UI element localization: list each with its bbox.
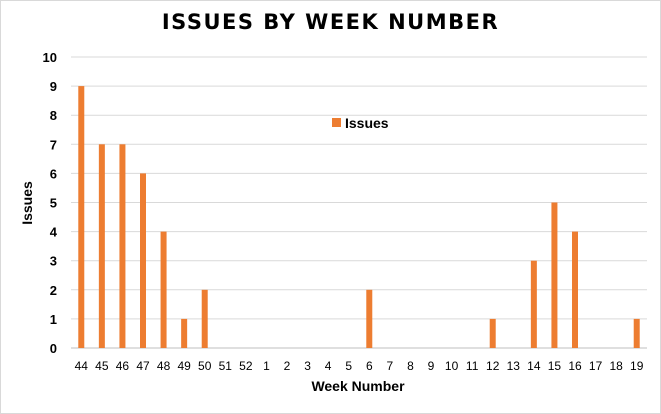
y-tick-label: 2 [50,283,57,298]
bar [98,144,105,348]
gridlines [71,56,647,349]
y-tick-label: 8 [50,108,57,123]
x-tick-label: 3 [304,359,311,373]
x-tick-label: 17 [589,359,603,373]
x-tick-label: 16 [568,359,582,373]
legend-label: Issues [345,115,389,131]
y-tick-label: 6 [50,166,57,181]
x-tick-label: 18 [609,359,623,373]
x-tick-label: 49 [177,359,191,373]
y-axis-label: Issues [19,181,35,225]
x-tick-label: 6 [366,359,373,373]
y-tick-labels: 0 1 2 3 4 5 6 7 8 9 10 [43,50,58,356]
x-tick-label: 8 [407,359,414,373]
bar [119,144,126,348]
x-tick-label: 15 [548,359,562,373]
y-tick-label: 5 [50,196,57,211]
bar [530,260,537,348]
y-tick-label: 7 [50,137,57,152]
bar [572,231,578,348]
bar [201,289,208,348]
x-tick-label: 46 [116,359,130,373]
bar [160,231,167,348]
x-tick-label: 4 [325,359,332,373]
bar [181,318,188,348]
x-tick-label: 9 [428,359,435,373]
y-tick-label: 1 [50,312,57,327]
legend-swatch [332,118,341,127]
x-tick-label: 19 [630,359,644,373]
y-tick-label: 9 [50,79,57,94]
bars [78,86,640,348]
x-tick-label: 52 [239,359,253,373]
x-tick-label: 2 [284,359,291,373]
x-tick-labels: 44 45 46 47 48 49 50 51 52 1 2 3 4 5 6 7 8 9 10 11 12 13 14 15 1… [75,359,644,373]
x-tick-label: 5 [345,359,352,373]
bar [551,202,558,348]
x-tick-label: 47 [136,359,150,373]
x-tick-label: 14 [527,359,541,373]
x-tick-label: 13 [507,359,521,373]
x-tick-label: 45 [95,359,109,373]
x-tick-label: 11 [466,359,479,373]
x-tick-label: 1 [263,359,270,373]
chart-title: ISSUES BY WEEK NUMBER [161,10,500,34]
x-tick-label: 10 [445,359,459,373]
y-tick-label: 3 [50,254,57,269]
x-tick-label: 51 [219,359,233,373]
bar [489,318,496,348]
x-tick-label: 7 [387,359,394,373]
bar [78,86,85,348]
bar [140,173,146,348]
legend: Issues [332,115,389,131]
y-tick-label: 4 [50,225,58,240]
x-tick-label: 44 [75,359,89,373]
bar [366,289,373,348]
bar [633,318,640,348]
y-tick-label: 0 [50,341,57,356]
y-tick-label: 10 [43,50,57,65]
x-axis-label: Week Number [311,378,405,394]
x-tick-label: 50 [198,359,212,373]
x-tick-label: 48 [157,359,171,373]
x-tick-label: 12 [486,359,500,373]
